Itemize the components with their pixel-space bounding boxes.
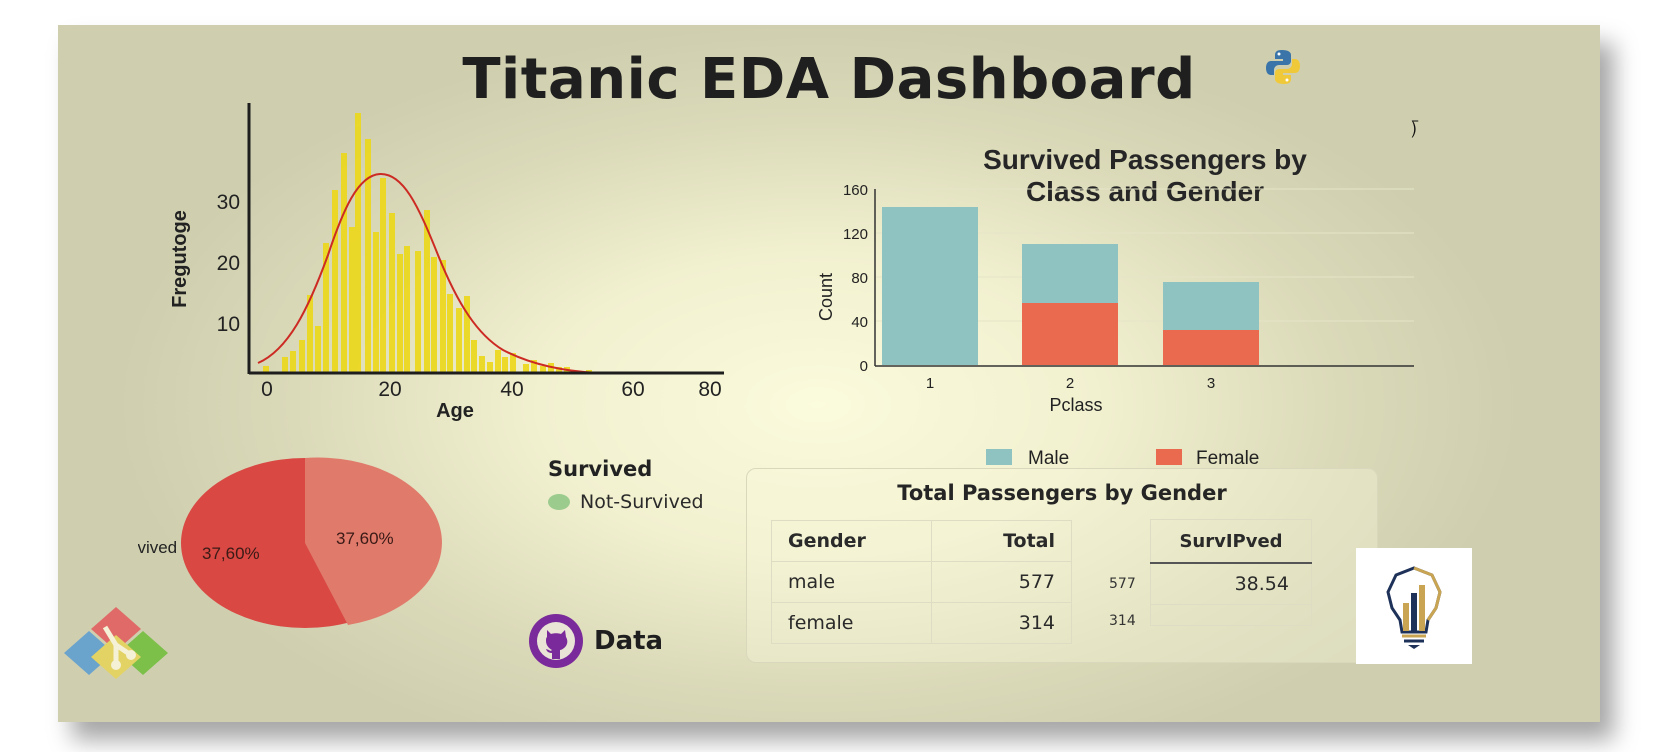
x-tick: 20 [378, 378, 401, 401]
page-title-text: Titanic EDA Dashboard [462, 47, 1196, 112]
survival-pie-chart: Survived 37,60% 37,60% [138, 457, 442, 628]
column-header-gender: Gender [771, 520, 932, 562]
legend-label-female: Female [1196, 448, 1259, 469]
legend-item: Not-Survived [548, 491, 704, 513]
legend-item-label: Not-Survived [580, 491, 704, 513]
chart-title: Class and Gender [1026, 176, 1264, 207]
y-tick: 30 [217, 191, 240, 214]
bar-class3-male [1163, 282, 1259, 330]
pie-outer-label: Survived [138, 538, 177, 557]
legend-dot-icon [548, 494, 570, 510]
cell-gender: female [771, 602, 932, 644]
dashboard-panel: Titanic EDA Dashboard [58, 25, 1600, 722]
data-link-label[interactable]: Data [594, 626, 664, 656]
chart-title: Survived Passengers by [983, 144, 1307, 175]
column-header-survived: SurvIPved [1150, 519, 1312, 564]
legend-swatch-female [1156, 449, 1182, 465]
age-histogram: 10 20 30 0 20 40 60 80 Age Fregutoge [169, 103, 724, 422]
column-header-total: Total [931, 520, 1072, 562]
side-label: 577 [1109, 576, 1136, 592]
bar-class2-female [1022, 303, 1118, 365]
legend-label-male: Male [1028, 448, 1069, 469]
histogram-bars [263, 113, 592, 373]
cell-empty [1150, 604, 1312, 626]
y-tick: 40 [851, 314, 868, 331]
bar-class3-female [1163, 330, 1259, 365]
gender-table-card: Total Passengers by Gender Gender Total … [746, 468, 1378, 663]
y-tick: 0 [860, 358, 868, 375]
cell-gender: male [771, 561, 932, 603]
cell-total: 314 [931, 602, 1072, 644]
y-axis-label: Count [816, 273, 836, 321]
x-tick: 2 [1066, 375, 1074, 392]
x-tick: 80 [698, 378, 721, 401]
table-row: female 314 [771, 602, 1072, 644]
github-icon [529, 614, 583, 668]
x-tick: 1 [926, 375, 934, 392]
y-tick: 80 [851, 270, 868, 287]
bar-class2-male [1022, 244, 1118, 303]
y-tick: 20 [217, 252, 240, 275]
x-tick: 60 [621, 378, 644, 401]
x-tick: 3 [1207, 375, 1215, 392]
cell-total: 577 [931, 561, 1072, 603]
kde-curve [257, 172, 599, 374]
x-axis-label: Age [436, 400, 474, 422]
survived-class-gender-chart: Survived Passengers by Class and Gender … [816, 144, 1414, 469]
cell-survived-value: 38.54 [1150, 562, 1312, 605]
x-axis-label: Pclass [1049, 395, 1102, 415]
gender-table: Gender Total male 577 female 314 [771, 520, 1072, 644]
legend-title: Survived [548, 457, 653, 481]
y-axis-label: Fregutoge [169, 210, 191, 308]
x-tick: 40 [500, 378, 523, 401]
pie-slice-other [305, 457, 442, 625]
y-tick: 10 [217, 313, 240, 336]
side-labels: 577 314 [1109, 576, 1136, 650]
pie-slice-label: 37,60% [336, 529, 394, 548]
pie-slice-label: 37,60% [202, 544, 260, 563]
legend-swatch-male [986, 449, 1012, 465]
side-label: 314 [1109, 613, 1136, 629]
table-row: male 577 [771, 561, 1072, 603]
y-tick: 120 [843, 226, 868, 243]
python-logo-icon [1266, 50, 1300, 84]
pie-legend: Survived Not-Survived [548, 457, 704, 513]
github-data-link[interactable]: Data [528, 613, 663, 669]
survived-table: SurvIPved 38.54 [1150, 519, 1312, 626]
bar-class1-male [882, 207, 978, 365]
y-tick: 160 [843, 182, 868, 199]
card-title: Total Passengers by Gender [897, 481, 1227, 505]
chart-legend: Male Female [986, 448, 1259, 469]
stray-mark: ⟌ [1411, 121, 1419, 141]
git-logo-icon [64, 607, 168, 679]
x-tick: 0 [261, 378, 273, 401]
page-title: Titanic EDA Dashboard [58, 47, 1600, 112]
table-header-row: Gender Total [771, 520, 1072, 562]
lightbulb-chart-logo-icon [1356, 548, 1472, 664]
